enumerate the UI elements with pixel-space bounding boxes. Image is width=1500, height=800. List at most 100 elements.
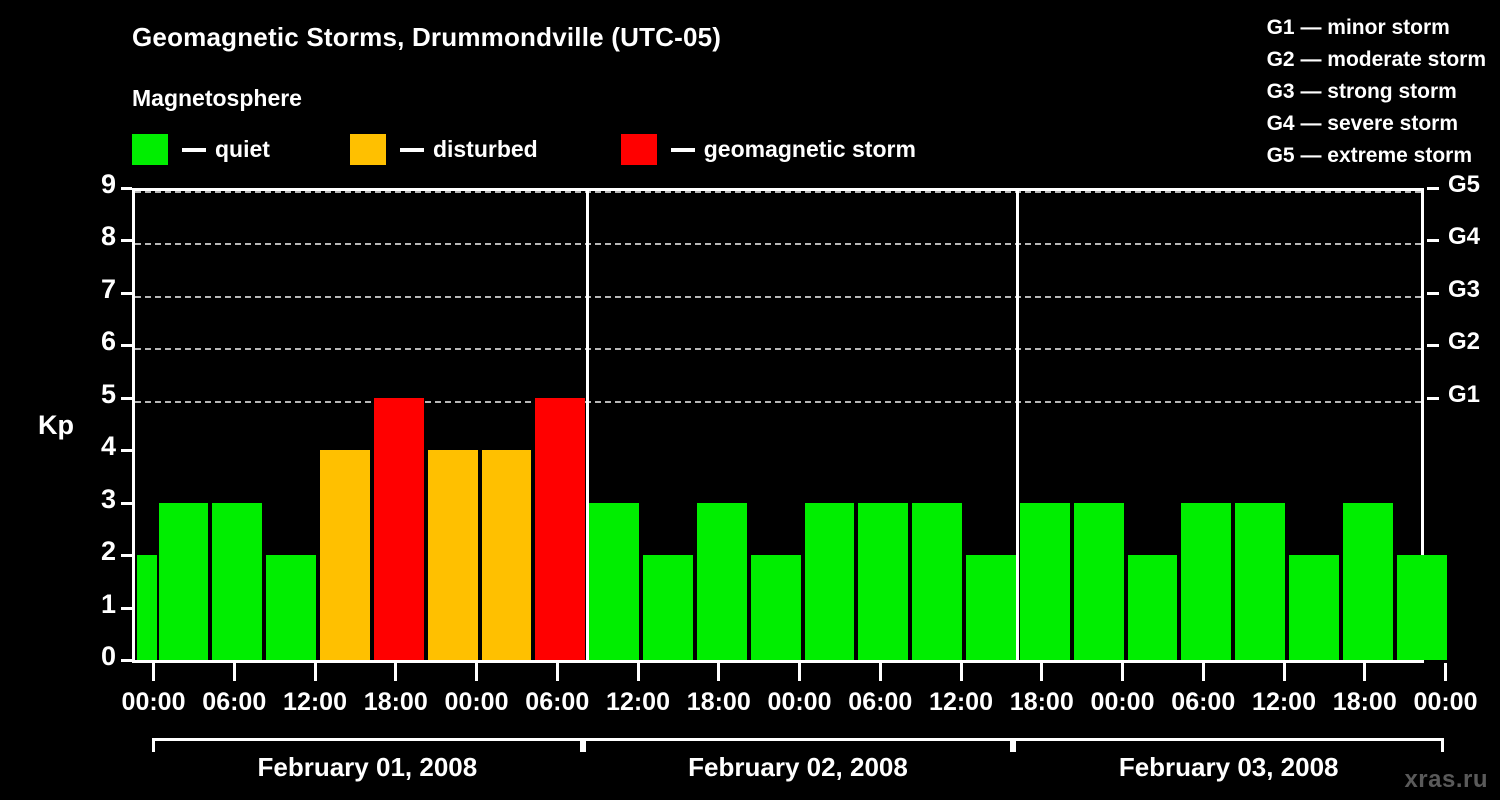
bar xyxy=(1073,502,1124,660)
bar xyxy=(427,450,478,660)
y-axis-tick-mark xyxy=(121,187,132,190)
plot-inner xyxy=(135,188,1447,660)
bar xyxy=(1019,502,1070,660)
legend-dash-icon xyxy=(670,147,695,152)
y-axis-tick-label: 4 xyxy=(100,431,116,462)
bar xyxy=(1181,502,1232,660)
bar xyxy=(1289,555,1339,660)
g-axis-tick-mark xyxy=(1427,291,1439,295)
x-axis-tick-label: 00:00 xyxy=(1090,688,1155,716)
x-axis-tick-label: 12:00 xyxy=(606,688,670,716)
g-axis-tick-label-G3: G3 xyxy=(1448,275,1481,303)
gridline-kp-9 xyxy=(135,191,1421,193)
g-axis-tick-mark xyxy=(1427,187,1439,190)
legend-item-quiet: quiet xyxy=(132,134,270,165)
x-axis-tick-label: 06:00 xyxy=(202,688,267,716)
bar xyxy=(1342,502,1393,660)
day-band-cap-left xyxy=(152,738,156,752)
bar xyxy=(158,502,209,660)
x-axis-tick-mark xyxy=(232,663,236,681)
gridline-kp-8 xyxy=(135,243,1421,246)
x-axis-tick-mark xyxy=(1040,663,1044,681)
g-scale-key: G1 — minor storm G2 — moderate storm G3 — … xyxy=(1267,12,1486,172)
y-axis-tick-label: 9 xyxy=(100,169,116,199)
x-axis-tick-mark xyxy=(1363,663,1367,681)
bar xyxy=(481,450,532,660)
day-label: February 01, 2008 xyxy=(257,752,478,782)
bar xyxy=(1235,502,1286,660)
bar xyxy=(373,397,424,660)
x-axis-tick-label: 18:00 xyxy=(686,688,751,716)
x-axis-tick-label: 06:00 xyxy=(848,688,913,716)
y-axis-tick-mark xyxy=(121,659,132,662)
bar xyxy=(804,502,855,660)
legend-swatch-storm xyxy=(620,134,657,165)
gridline-kp-5 xyxy=(135,400,1421,403)
day-band xyxy=(582,738,1014,752)
legend-label-storm: geomagnetic storm xyxy=(703,136,916,162)
x-axis-tick-mark xyxy=(959,663,963,681)
y-axis-tick-mark xyxy=(121,291,132,295)
g-axis-tick-label-G2: G2 xyxy=(1448,328,1481,356)
legend-dash-icon xyxy=(182,147,206,152)
chart-subtitle: Magnetosphere xyxy=(132,85,302,111)
x-axis-tick-mark xyxy=(152,663,156,681)
bar xyxy=(535,397,586,660)
x-axis-tick-mark xyxy=(313,663,317,681)
x-axis-tick-mark xyxy=(1201,663,1205,681)
watermark: xras.ru xyxy=(1404,766,1488,793)
bar xyxy=(1396,555,1447,660)
bar xyxy=(589,502,640,660)
bar xyxy=(912,502,963,660)
legend-swatch-disturbed xyxy=(349,134,386,165)
g-scale-row-2: G2 — moderate storm xyxy=(1266,48,1486,71)
g-axis-tick-mark xyxy=(1427,239,1439,243)
day-band-cap-left xyxy=(582,738,586,752)
day-divider xyxy=(585,188,589,660)
g-scale-row-1: G1 — minor storm xyxy=(1266,16,1450,39)
x-axis-tick-mark xyxy=(1444,663,1448,681)
y-axis-tick-label: 7 xyxy=(100,273,116,304)
x-axis-line xyxy=(132,660,1424,663)
x-axis-tick-mark xyxy=(717,663,721,681)
x-axis-tick-label: 12:00 xyxy=(1252,688,1316,716)
legend-item-disturbed: disturbed xyxy=(349,134,538,165)
x-axis-tick-label: 18:00 xyxy=(363,688,428,716)
g-axis-tick-label-G5: G5 xyxy=(1448,171,1481,198)
g-scale-row-5: G5 — extreme storm xyxy=(1266,144,1473,167)
x-axis-tick-label: 18:00 xyxy=(1009,688,1074,716)
g-scale-row-3: G3 — strong storm xyxy=(1266,80,1457,103)
day-band-cap-left xyxy=(1013,738,1017,752)
g-axis-tick-mark xyxy=(1427,396,1439,400)
day-divider xyxy=(1016,188,1020,660)
day-label: February 02, 2008 xyxy=(688,752,908,782)
page-title: Geomagnetic Storms, Drummondville (UTC-0… xyxy=(132,22,722,52)
bar xyxy=(696,502,747,660)
y-axis-tick-mark xyxy=(121,239,132,243)
legend-label-disturbed: disturbed xyxy=(432,136,538,162)
x-axis-tick-mark xyxy=(636,663,640,681)
day-band-line xyxy=(152,738,583,741)
legend: quiet disturbed geomagnetic storm xyxy=(132,134,916,165)
y-axis-tick-mark xyxy=(121,344,132,348)
x-axis-tick-mark xyxy=(798,663,802,681)
g-axis-tick-label-G1: G1 xyxy=(1448,380,1481,408)
x-axis-tick-label: 00:00 xyxy=(767,688,832,716)
bar xyxy=(966,555,1016,660)
x-axis-tick-mark xyxy=(555,663,559,681)
plot-area xyxy=(132,188,1447,660)
bar xyxy=(212,502,263,660)
legend-label-quiet: quiet xyxy=(215,136,270,162)
bar xyxy=(1127,555,1178,660)
y-axis-tick-label: 3 xyxy=(100,483,116,514)
day-band-line xyxy=(1013,738,1445,741)
y-axis-tick-label: 0 xyxy=(100,641,116,671)
y-axis-tick-label: 1 xyxy=(100,588,116,619)
y-axis-tick-label: 5 xyxy=(100,378,116,409)
x-axis-tick-mark xyxy=(1121,663,1125,681)
x-axis-tick-mark xyxy=(475,663,479,681)
gridline-kp-7 xyxy=(135,295,1421,298)
gridline-kp-6 xyxy=(135,348,1421,351)
x-axis-tick-label: 06:00 xyxy=(1171,688,1236,716)
